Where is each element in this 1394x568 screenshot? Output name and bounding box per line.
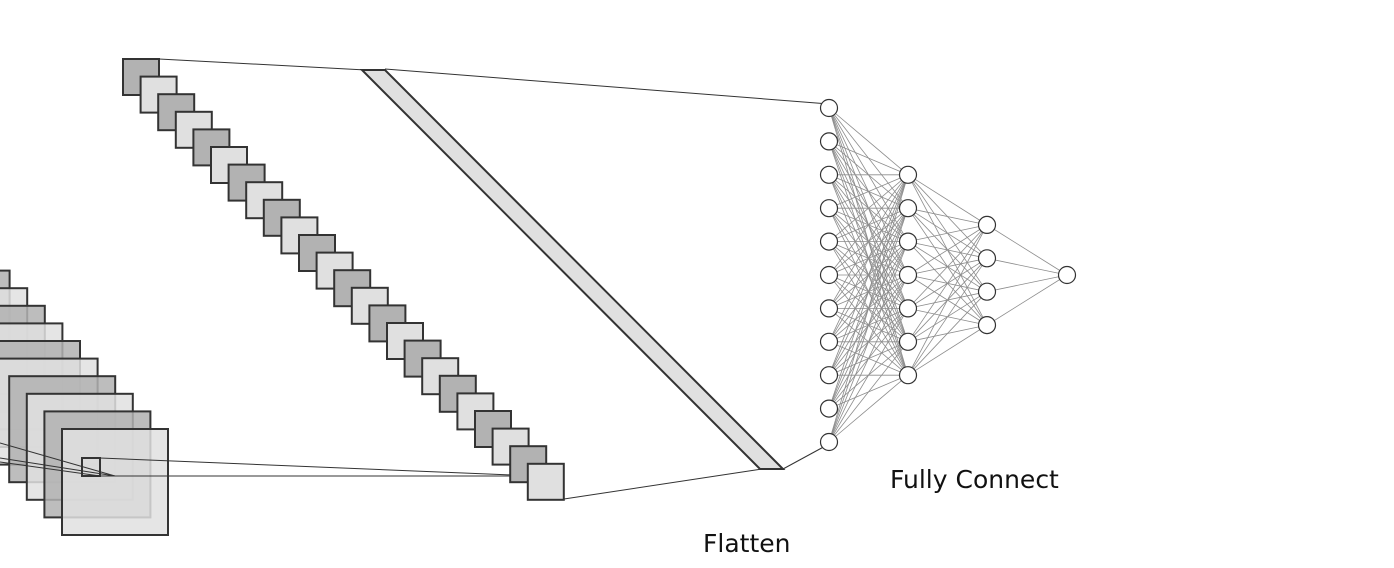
fc-nodes xyxy=(819,98,1077,452)
fc-edge xyxy=(907,224,988,309)
neuron-layer-1 xyxy=(819,332,839,351)
fc-edge xyxy=(828,174,909,342)
neuron-layer-3 xyxy=(977,282,997,301)
neuron-layer-2 xyxy=(898,265,918,285)
fc-edge xyxy=(986,274,1068,326)
fc-edge xyxy=(828,174,909,409)
projection-line xyxy=(384,68,830,105)
fc-edge xyxy=(828,174,909,209)
pooled-feature-maps xyxy=(122,58,565,501)
fc-edge xyxy=(907,207,988,226)
neuron-layer-2 xyxy=(898,232,918,251)
neuron-layer-2 xyxy=(898,299,918,318)
projection-line xyxy=(0,461,101,477)
neuron-layer-3 xyxy=(977,316,997,335)
fc-edge xyxy=(828,308,909,443)
neuron-layer-1 xyxy=(819,165,839,184)
projection-line xyxy=(99,457,538,477)
convolution-feature-maps xyxy=(0,269,169,536)
neuron-layer-3 xyxy=(977,215,997,234)
projection-line xyxy=(0,457,116,477)
fc-edge xyxy=(907,174,988,226)
fc-edge xyxy=(907,224,988,242)
pooled-map xyxy=(526,462,565,501)
fc-edge xyxy=(828,174,909,376)
fc-edge xyxy=(907,258,988,376)
neuron-layer-1 xyxy=(819,432,839,452)
neuron-layer-1 xyxy=(819,232,839,251)
fc-edge xyxy=(828,107,909,176)
neuron-layer-1 xyxy=(819,265,839,285)
fc-edge xyxy=(828,274,909,443)
fc-edge xyxy=(907,324,988,376)
feature-map xyxy=(61,428,169,536)
projection-line xyxy=(563,468,763,500)
flatten-bar xyxy=(359,69,786,470)
neuron-layer-2 xyxy=(898,199,918,218)
neuron-layer-1 xyxy=(819,366,839,385)
fc-edge xyxy=(828,141,909,176)
fc-edge xyxy=(828,208,909,443)
fc-edge xyxy=(828,174,909,443)
fully-connect-label: Fully Connect xyxy=(890,465,1059,494)
flatten-label: Flatten xyxy=(703,529,791,558)
fc-edge xyxy=(907,224,988,276)
fc-edge xyxy=(986,257,1068,276)
fc-edge xyxy=(828,341,909,443)
fc-edges xyxy=(828,107,1068,443)
fc-edge xyxy=(828,174,909,276)
fc-edge xyxy=(828,174,909,242)
fc-edge xyxy=(828,174,909,309)
neuron-layer-1 xyxy=(819,199,839,218)
fc-edge xyxy=(986,224,1068,276)
neuron-layer-1 xyxy=(819,299,839,318)
neuron-layer-1 xyxy=(819,399,839,418)
neuron-layer-2 xyxy=(898,366,918,385)
fc-edge xyxy=(828,241,909,443)
flatten-vector xyxy=(359,69,786,470)
projection-line xyxy=(158,58,386,72)
connection-lines xyxy=(99,58,830,500)
neuron-layer-2 xyxy=(898,332,918,351)
fc-edge xyxy=(828,374,909,443)
neuron-layer-1 xyxy=(819,132,839,151)
neuron-layer-1 xyxy=(819,98,839,118)
neuron-layer-4 xyxy=(1057,265,1077,285)
fc-edge xyxy=(986,274,1068,293)
projection-line xyxy=(782,443,830,470)
fc-edge xyxy=(907,224,988,376)
neuron-layer-3 xyxy=(977,249,997,268)
projection-line xyxy=(0,442,116,477)
fc-edge xyxy=(907,224,988,343)
neuron-layer-2 xyxy=(898,165,918,184)
fc-edge xyxy=(907,291,988,376)
